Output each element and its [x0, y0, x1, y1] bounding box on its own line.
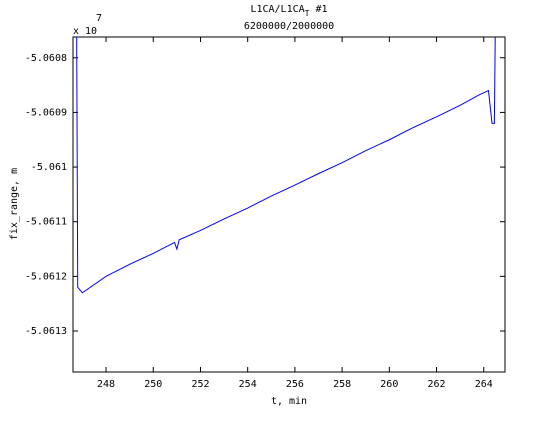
y-multiplier: x 10	[73, 26, 97, 37]
x-tick-label: 250	[144, 379, 162, 390]
y-tick-label: -5.0609	[25, 107, 67, 118]
x-tick-label: 248	[97, 379, 115, 390]
x-tick-label: 254	[239, 379, 257, 390]
y-tick-label: -5.0612	[25, 271, 67, 282]
y-tick-label: -5.061	[31, 162, 67, 173]
y-axis-label: fix_range, m	[9, 168, 20, 240]
chart-subtitle: 6200000/2000000	[244, 21, 334, 32]
title-suffix: #1	[309, 4, 327, 15]
y-tick-label: -5.0613	[25, 326, 67, 337]
y-exponent: 7	[96, 13, 102, 24]
plot-box	[72, 36, 506, 373]
title-subscript: T	[305, 9, 310, 18]
x-tick-label: 256	[286, 379, 304, 390]
x-tick-label: 264	[475, 379, 493, 390]
y-tick-label: -5.0611	[25, 217, 67, 228]
chart-title: L1CA/L1CAT #1	[250, 4, 327, 18]
x-tick-label: 252	[191, 379, 209, 390]
title-main: L1CA/L1CA	[250, 4, 304, 15]
x-axis-label: t, min	[271, 396, 307, 407]
x-tick-label: 262	[428, 379, 446, 390]
y-tick-label: -5.0608	[25, 53, 67, 64]
x-tick-label: 258	[333, 379, 351, 390]
data-line	[76, 37, 496, 294]
x-tick-label: 260	[380, 379, 398, 390]
